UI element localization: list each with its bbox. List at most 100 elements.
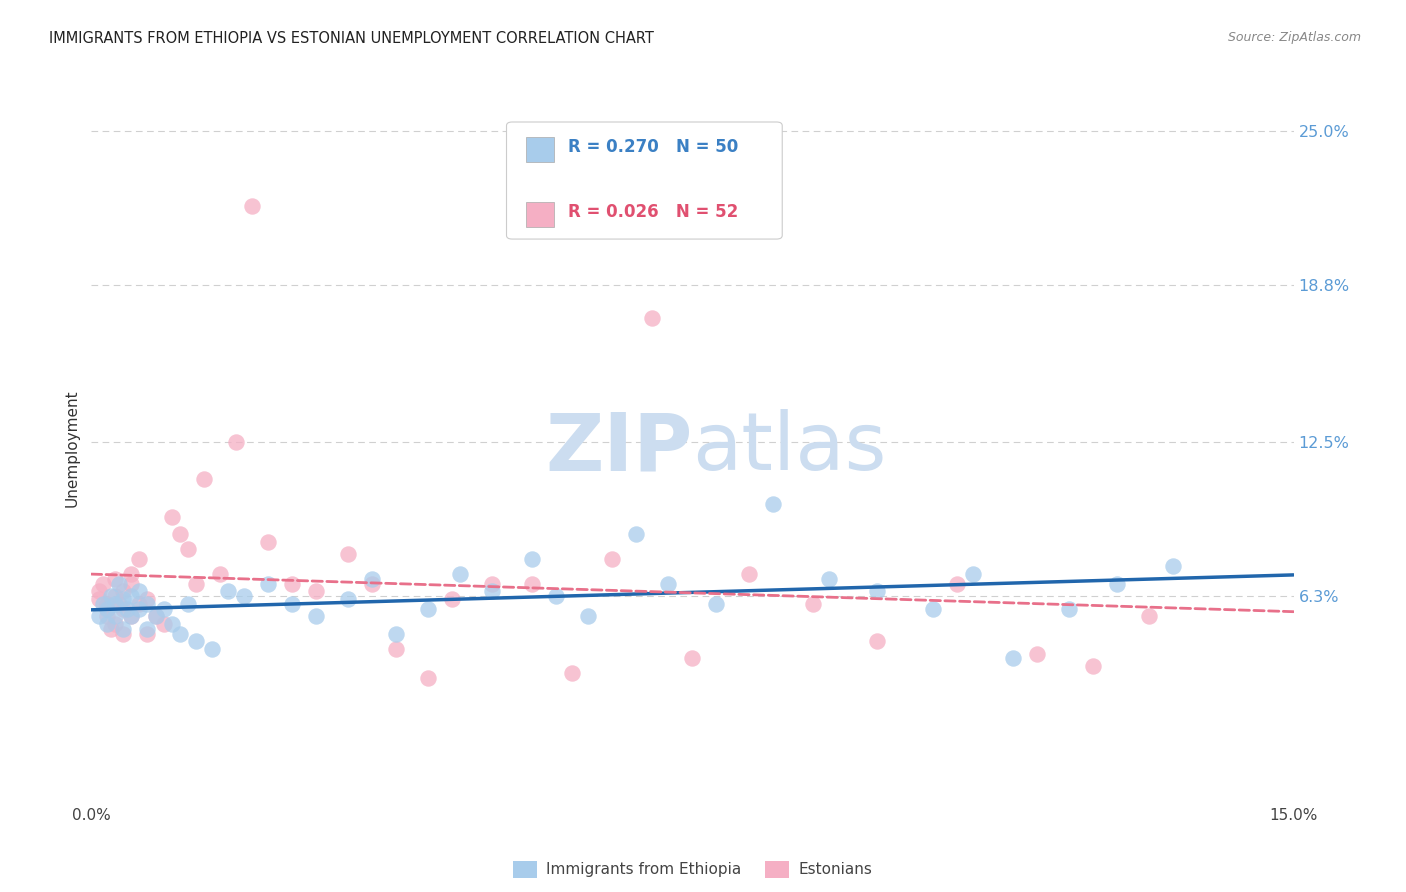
Point (145, 609, 167, 624)
Point (108, 597, 131, 611)
Point (946, 577, 969, 591)
Point (281, 577, 304, 591)
Point (481, 584, 503, 599)
Point (866, 584, 889, 599)
Point (657, 577, 679, 591)
Point (201, 641, 224, 656)
Point (89, 584, 111, 599)
Point (136, 591, 159, 606)
Point (96, 601, 118, 615)
Point (576, 609, 599, 624)
Point (416, 601, 439, 615)
Point (176, 597, 198, 611)
Point (128, 552, 150, 566)
Point (117, 601, 139, 615)
Point (89, 591, 111, 606)
Y-axis label: Unemployment: Unemployment (65, 390, 80, 507)
Point (96, 616, 118, 631)
Point (1057, 601, 1080, 615)
Point (152, 601, 174, 615)
Text: IMMIGRANTS FROM ETHIOPIA VS ESTONIAN UNEMPLOYMENT CORRELATION CHART: IMMIGRANTS FROM ETHIOPIA VS ESTONIAN UNE… (49, 31, 654, 46)
Point (112, 584, 135, 599)
Point (232, 589, 254, 603)
Point (962, 566, 984, 581)
Point (193, 472, 215, 486)
Point (104, 609, 127, 624)
Point (145, 609, 167, 624)
Point (1083, 659, 1105, 673)
Point (385, 641, 408, 656)
Point (626, 527, 648, 541)
Point (112, 601, 135, 615)
Text: R = 0.026   N = 52: R = 0.026 N = 52 (568, 202, 738, 220)
Point (96, 601, 118, 615)
Point (93, 597, 115, 611)
Point (112, 591, 135, 606)
Point (922, 601, 945, 615)
Point (737, 566, 759, 581)
Point (360, 577, 382, 591)
Point (121, 609, 143, 624)
Point (360, 572, 382, 586)
Point (128, 597, 150, 611)
Point (1137, 609, 1160, 624)
Point (762, 497, 785, 511)
Point (104, 589, 127, 603)
Point (1026, 647, 1049, 661)
Point (817, 572, 839, 586)
Point (416, 672, 439, 686)
Point (706, 597, 728, 611)
Point (561, 666, 583, 681)
Text: atlas: atlas (692, 409, 887, 487)
Point (305, 584, 328, 599)
Point (136, 626, 159, 640)
Point (602, 552, 624, 566)
Point (208, 566, 231, 581)
Point (104, 572, 127, 586)
Text: Source: ZipAtlas.com: Source: ZipAtlas.com (1227, 31, 1361, 45)
Point (128, 584, 150, 599)
Point (1163, 559, 1185, 574)
Point (1001, 651, 1024, 665)
Point (121, 566, 143, 581)
Point (336, 547, 359, 561)
Point (100, 622, 122, 636)
Point (305, 609, 328, 624)
Point (546, 589, 568, 603)
Point (108, 577, 131, 591)
Point (96, 609, 118, 624)
Point (641, 310, 664, 325)
Point (225, 435, 247, 450)
Point (93, 577, 115, 591)
Point (522, 552, 544, 566)
Point (1107, 577, 1129, 591)
Point (217, 584, 239, 599)
Point (240, 199, 263, 213)
Point (449, 566, 471, 581)
Text: ZIP: ZIP (546, 409, 692, 487)
Point (169, 626, 191, 640)
Point (121, 577, 143, 591)
Point (104, 616, 127, 631)
Point (256, 534, 278, 549)
Point (281, 597, 304, 611)
Point (128, 601, 150, 615)
Point (184, 577, 207, 591)
Point (866, 634, 889, 648)
Point (169, 527, 191, 541)
Point (522, 577, 544, 591)
Point (136, 622, 159, 636)
Point (104, 597, 127, 611)
Point (89, 609, 111, 624)
Point (160, 616, 183, 631)
Point (121, 609, 143, 624)
Point (152, 616, 174, 631)
Point (121, 589, 143, 603)
Point (176, 541, 198, 556)
Point (336, 591, 359, 606)
Text: R = 0.270   N = 50: R = 0.270 N = 50 (568, 138, 738, 156)
Point (136, 597, 159, 611)
Point (96, 597, 118, 611)
Point (801, 597, 824, 611)
Point (681, 651, 703, 665)
